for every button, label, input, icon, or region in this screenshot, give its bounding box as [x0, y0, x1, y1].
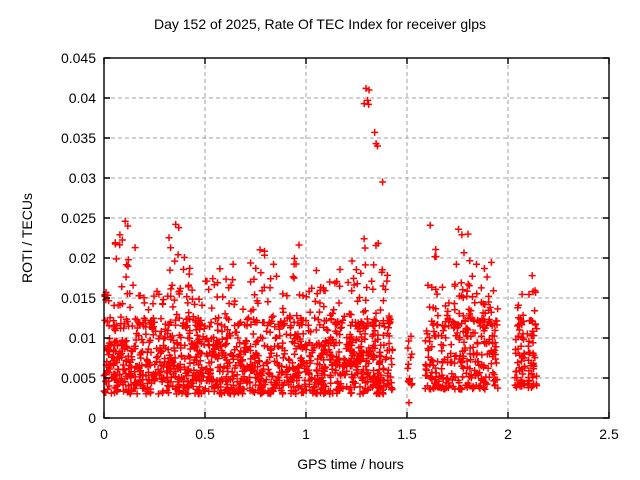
- y-tick-label: 0.04: [68, 90, 96, 106]
- y-tick-label: 0: [88, 410, 96, 426]
- chart-title: Day 152 of 2025, Rate Of TEC Index for r…: [153, 16, 487, 32]
- y-tick-label: 0.045: [60, 50, 96, 66]
- x-tick-label: 2: [504, 426, 512, 442]
- y-tick-label: 0.03: [68, 170, 96, 186]
- x-tick-label: 0: [100, 426, 108, 442]
- plot-border: [103, 57, 610, 419]
- scatter-points: [100, 84, 541, 407]
- y-tick-label: 0.005: [60, 370, 96, 386]
- y-tick-label: 0.025: [60, 210, 96, 226]
- x-axis-label: GPS time / hours: [297, 456, 404, 472]
- x-tick-label: 1.5: [397, 426, 417, 442]
- x-tick-label: 1: [302, 426, 310, 442]
- x-tick-label: 0.5: [195, 426, 215, 442]
- y-tick-label: 0.035: [60, 130, 96, 146]
- y-tick-label: 0.02: [68, 250, 96, 266]
- y-tick-label: 0.01: [68, 330, 96, 346]
- y-tick-label: 0.015: [60, 290, 96, 306]
- tick-marks: [103, 57, 610, 419]
- x-tick-label: 2.5: [599, 426, 619, 442]
